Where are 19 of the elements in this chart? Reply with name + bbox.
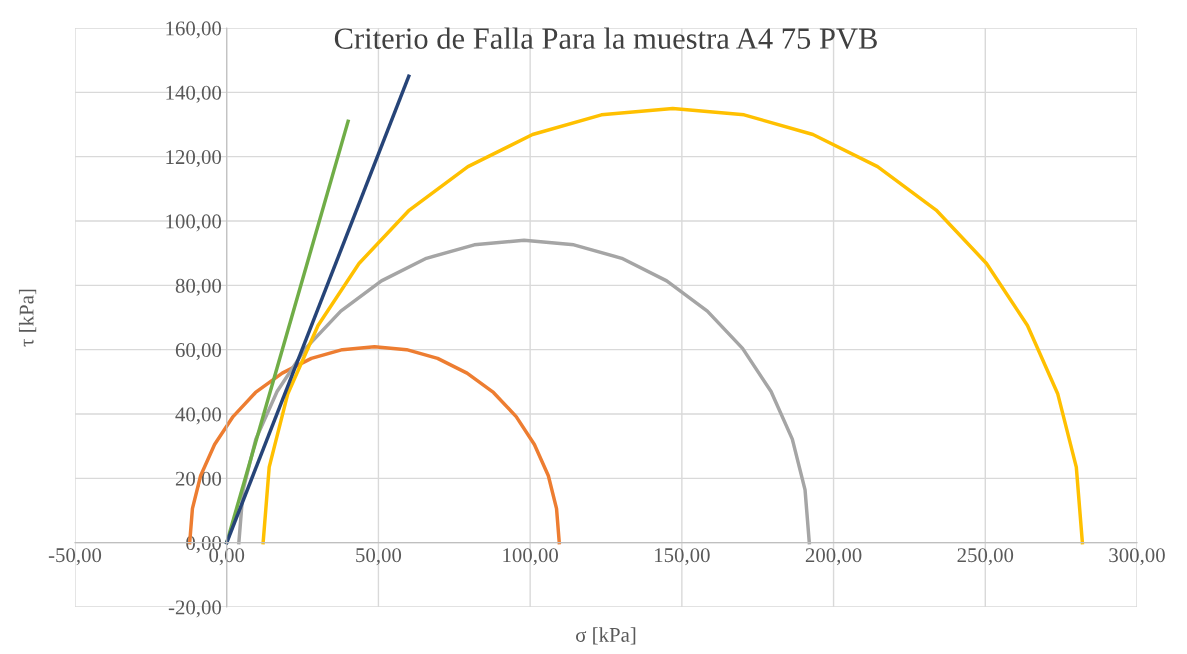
x-axis-title: σ [kPa]: [576, 627, 636, 645]
x-tick-label: -50,00: [48, 548, 102, 566]
x-tick-label: 200,00: [805, 548, 862, 566]
x-tick-label: 100,00: [503, 548, 558, 566]
line-series: [261, 106, 1085, 545]
y-tick-label: 120,00: [166, 150, 222, 168]
y-tick-label: 40,00: [175, 407, 222, 425]
y-tick-label: 160,00: [166, 21, 222, 39]
y-tick-label: -20,00: [168, 600, 222, 618]
chart-title: Criterio de Falla Para la muestra A4 75 PVB: [334, 27, 877, 50]
x-tick-label: 150,00: [655, 548, 710, 566]
x-tick-label: 50,00: [356, 548, 402, 566]
y-tick-label: 60,00: [175, 343, 222, 361]
x-tick-label: 300,00: [1109, 548, 1165, 566]
y-axis-title: τ [kPa]: [18, 289, 37, 347]
y-tick-label: 80,00: [175, 278, 222, 296]
x-tick-label: 250,00: [957, 548, 1014, 566]
y-tick-label: 140,00: [166, 85, 222, 103]
y-tick-label: 100,00: [166, 214, 222, 232]
